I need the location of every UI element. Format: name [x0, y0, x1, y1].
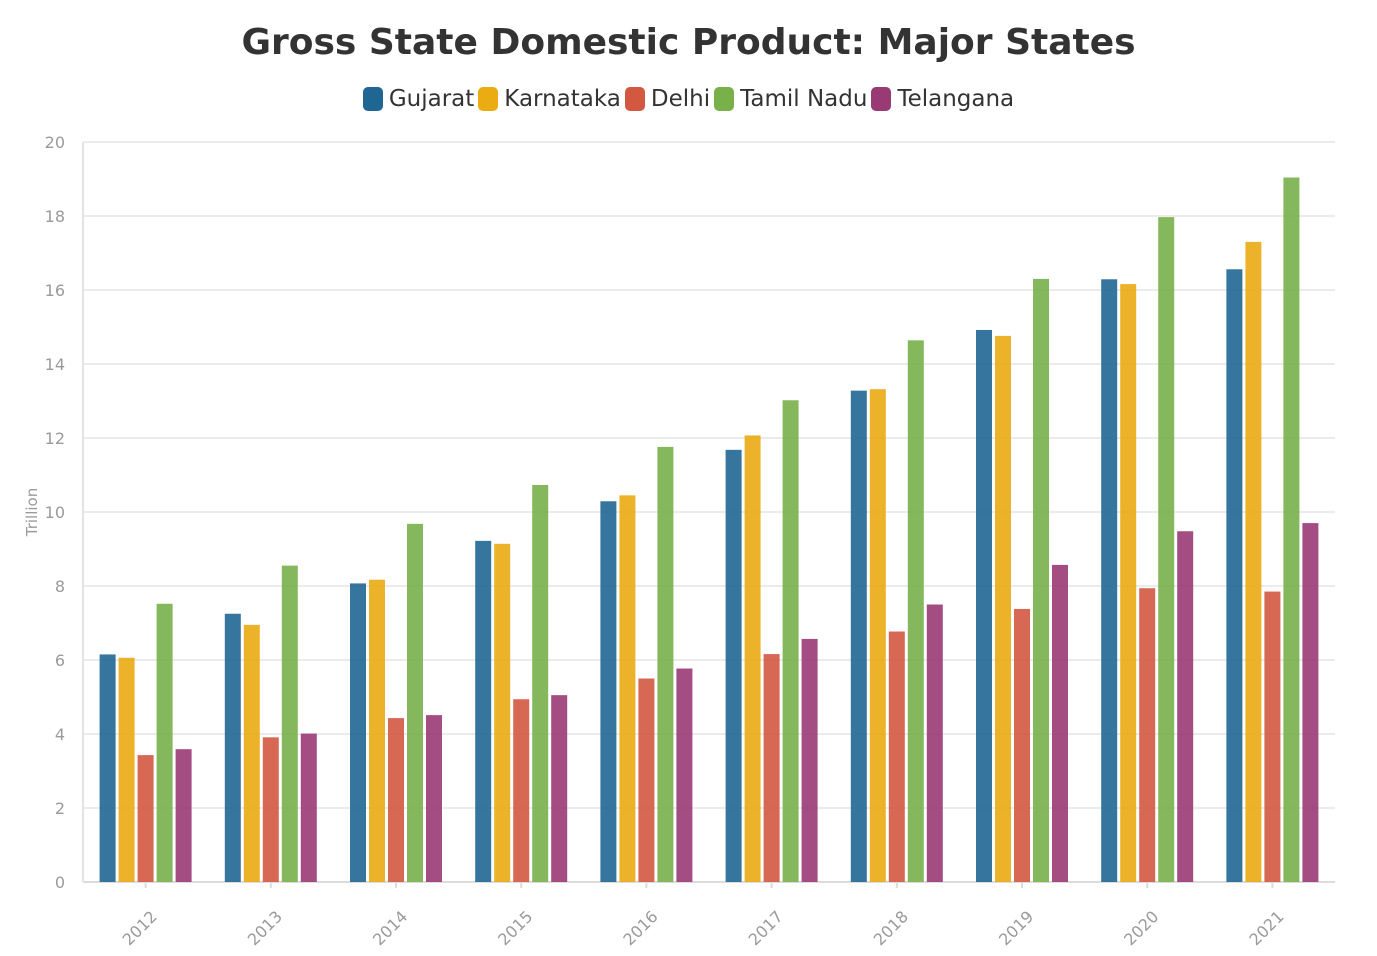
bar-karnataka-2019[interactable] [995, 335, 1011, 882]
legend-label: Telangana [897, 86, 1015, 112]
bar-delhi-2019[interactable] [1014, 608, 1030, 882]
legend-item-delhi[interactable]: Delhi [624, 86, 711, 112]
legend-item-karnataka[interactable]: Karnataka [478, 86, 621, 112]
bar-karnataka-2016[interactable] [619, 495, 636, 882]
bar-gujarat-2018[interactable] [850, 390, 867, 882]
bar-gujarat-2012[interactable] [99, 654, 116, 882]
bar-gujarat-2013[interactable] [224, 613, 241, 882]
legend-swatch [362, 87, 383, 111]
bar-tamil-nadu-2012[interactable] [156, 603, 173, 882]
bar-tamil-nadu-2014[interactable] [407, 523, 423, 882]
bar-gujarat-2015[interactable] [475, 540, 492, 882]
legend-swatch [478, 87, 499, 111]
y-tick-label: 14 [45, 355, 65, 374]
bar-delhi-2020[interactable] [1139, 588, 1156, 882]
bar-tamil-nadu-2020[interactable] [1158, 217, 1175, 883]
bar-telangana-2013[interactable] [300, 733, 317, 882]
bar-tamil-nadu-2013[interactable] [281, 565, 298, 882]
x-tick-label: 2020 [1120, 907, 1162, 949]
legend-swatch [624, 87, 645, 111]
bar-karnataka-2017[interactable] [744, 435, 761, 882]
x-tick-label: 2021 [1245, 907, 1287, 949]
bar-gujarat-2021[interactable] [1226, 269, 1243, 882]
y-axis-title: Trillion [23, 488, 41, 537]
x-tick-label: 2017 [745, 907, 787, 949]
bar-gujarat-2020[interactable] [1101, 279, 1118, 882]
y-tick-label: 20 [45, 133, 65, 152]
bar-telangana-2018[interactable] [926, 604, 943, 883]
legend-label: Gujarat [388, 86, 475, 112]
y-tick-label: 8 [55, 577, 65, 596]
bar-telangana-2021[interactable] [1302, 523, 1319, 882]
bar-karnataka-2020[interactable] [1120, 284, 1137, 883]
legend-label: Karnataka [504, 86, 621, 112]
legend-item-gujarat[interactable]: Gujarat [362, 86, 475, 112]
legend-label: Tamil Nadu [740, 86, 868, 112]
x-tick-label: 2019 [995, 907, 1037, 949]
bar-gujarat-2019[interactable] [976, 329, 992, 883]
bar-delhi-2013[interactable] [262, 737, 279, 882]
bar-gujarat-2016[interactable] [600, 501, 617, 882]
bar-karnataka-2015[interactable] [494, 543, 511, 882]
bar-karnataka-2013[interactable] [243, 624, 260, 882]
bar-tamil-nadu-2018[interactable] [907, 340, 924, 882]
x-tick-label: 2014 [369, 907, 411, 949]
bar-delhi-2018[interactable] [888, 631, 905, 882]
bar-tamil-nadu-2019[interactable] [1033, 278, 1049, 882]
bar-telangana-2015[interactable] [551, 695, 568, 882]
bar-delhi-2016[interactable] [638, 678, 655, 883]
bar-telangana-2014[interactable] [426, 715, 442, 882]
chart-title: Gross State Domestic Product: Major Stat… [241, 22, 1136, 63]
bar-karnataka-2012[interactable] [118, 657, 135, 882]
bar-telangana-2016[interactable] [676, 668, 693, 882]
y-tick-label: 12 [45, 429, 65, 448]
bar-tamil-nadu-2015[interactable] [532, 484, 549, 882]
bar-karnataka-2018[interactable] [869, 389, 886, 882]
bar-karnataka-2021[interactable] [1245, 241, 1262, 882]
legend-swatch [871, 87, 892, 111]
chart-legend: Gujarat Karnataka Delhi Tamil Nadu Telangana [0, 86, 1377, 112]
bar-delhi-2014[interactable] [388, 718, 404, 882]
bar-telangana-2019[interactable] [1052, 564, 1068, 882]
x-tick-label: 2013 [244, 907, 286, 949]
bar-gujarat-2014[interactable] [350, 583, 366, 882]
bar-telangana-2020[interactable] [1177, 531, 1194, 882]
legend-swatch [714, 87, 735, 111]
bar-tamil-nadu-2016[interactable] [657, 446, 674, 882]
bar-delhi-2021[interactable] [1264, 591, 1281, 882]
x-tick-label: 2015 [494, 907, 536, 949]
bar-delhi-2015[interactable] [513, 699, 530, 882]
y-tick-label: 0 [55, 873, 65, 892]
bar-tamil-nadu-2017[interactable] [782, 400, 799, 882]
bar-telangana-2012[interactable] [175, 749, 192, 882]
x-tick-label: 2016 [619, 907, 661, 949]
bar-karnataka-2014[interactable] [369, 579, 385, 882]
bar-delhi-2012[interactable] [137, 755, 154, 882]
x-tick-label: 2012 [119, 907, 161, 949]
y-tick-label: 16 [45, 281, 65, 300]
y-tick-label: 2 [55, 799, 65, 818]
bar-telangana-2017[interactable] [801, 638, 818, 882]
y-tick-label: 10 [45, 503, 65, 522]
bar-gujarat-2017[interactable] [725, 449, 742, 882]
legend-label: Delhi [650, 86, 711, 112]
bar-tamil-nadu-2021[interactable] [1283, 177, 1300, 882]
x-tick-label: 2018 [870, 907, 912, 949]
legend-item-tamil-nadu[interactable]: Tamil Nadu [714, 86, 867, 112]
y-tick-label: 18 [45, 207, 65, 226]
y-tick-label: 4 [55, 725, 65, 744]
bar-delhi-2017[interactable] [763, 654, 780, 882]
legend-item-telangana[interactable]: Telangana [871, 86, 1014, 112]
y-tick-label: 6 [55, 651, 65, 670]
